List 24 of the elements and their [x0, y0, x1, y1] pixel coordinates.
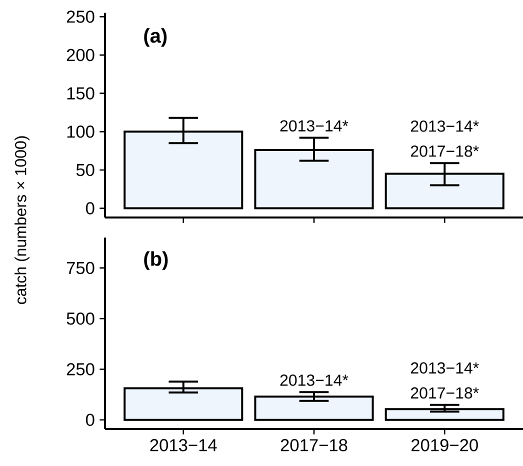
- y-tick-label: 0: [86, 414, 94, 426]
- annotation: (b): [144, 251, 168, 270]
- x-tick-label: 2019−20: [412, 439, 478, 452]
- annotation: 2013−14*: [280, 374, 348, 386]
- annotation: 2013−14*: [410, 362, 479, 374]
- x-tick-label: 2017−18: [280, 439, 348, 452]
- annotation: 2017−18*: [410, 145, 479, 157]
- bar: [254, 396, 374, 421]
- bar: [384, 408, 504, 421]
- y-axis-title: catch (numbers × 1000): [14, 136, 30, 304]
- y-tick-label: 100: [67, 126, 94, 138]
- y-tick-label: 750: [66, 262, 94, 274]
- y-tick-label: 200: [66, 48, 94, 62]
- annotation: 2013−14*: [410, 120, 479, 132]
- y-tick-label: 250: [66, 363, 94, 376]
- y-tick-label: 150: [67, 87, 94, 100]
- annotation: (a): [144, 28, 167, 47]
- y-tick-label: 50: [76, 164, 94, 176]
- annotation: 2017−18*: [410, 387, 479, 399]
- y-tick-label: 500: [66, 312, 94, 325]
- y-tick-label: 250: [66, 10, 94, 23]
- x-tick-label: 2013−14: [150, 439, 217, 452]
- annotation: 2013−14*: [280, 120, 348, 132]
- y-tick-label: 0: [86, 202, 94, 214]
